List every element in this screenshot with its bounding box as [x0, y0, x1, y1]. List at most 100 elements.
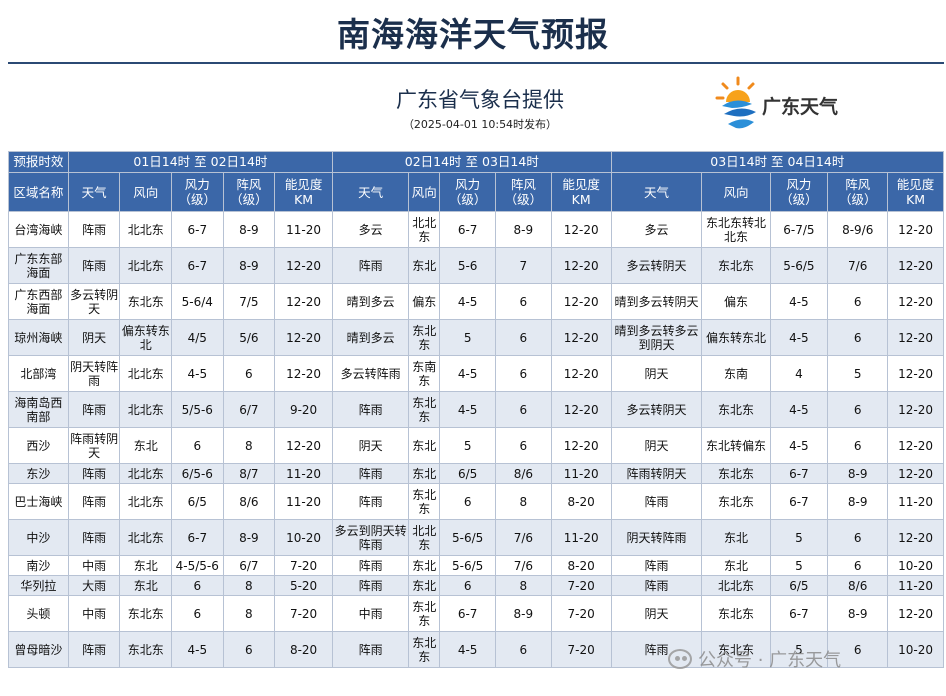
wind-direction-cell: 北北东 [119, 483, 172, 520]
wind-direction-cell: 北北东 [119, 519, 172, 556]
wind-direction-cell: 东北东 [701, 463, 771, 484]
wind-direction-cell: 北北东 [119, 247, 172, 284]
weather-cell: 中雨 [67, 595, 121, 632]
wind-force-cell: 4-5 [171, 631, 224, 668]
wind-direction-cell: 东北 [701, 555, 771, 576]
table-row: 琼州海峡 阴天 偏东转东北 4/5 5/6 12-20 晴到多云 东北东 5 6 12-20 晴到多云… [8, 319, 944, 356]
visibility-cell: 12-20 [887, 319, 944, 356]
region-name: 头顿 [8, 595, 69, 632]
visibility-cell: 10-20 [887, 555, 944, 576]
gust-cell: 7/5 [222, 283, 276, 320]
wind-force-cell: 6/5-6 [171, 463, 224, 484]
visibility-cell: 12-20 [274, 247, 333, 284]
wind-direction-cell: 北北东 [119, 391, 172, 428]
wind-force-cell: 6-7 [769, 463, 829, 484]
region-name: 南沙 [8, 555, 69, 576]
wind-force-cell: 5 [439, 427, 496, 464]
wind-force-cell: 5-6/5 [439, 555, 496, 576]
visibility-cell: 12-20 [887, 595, 944, 632]
visibility-cell: 8-20 [550, 555, 612, 576]
region-name: 广东东部海面 [8, 247, 69, 284]
table-row: 北部湾 阴天转阵雨 北北东 4-5 6 12-20 多云转阵雨 东南东 4-5 6 12-20 阴天东… [8, 355, 944, 392]
table-row: 海南岛西南部 阵雨 北北东 5/5-6 6/7 9-20 阵雨 东北东 4-5 6 12-20 多云转… [8, 391, 944, 428]
weather-cell: 多云转阴天 [610, 391, 703, 428]
column-header: 阵风 （级） [827, 172, 889, 212]
guangdong-weather-logo-icon [715, 76, 756, 129]
wind-force-cell: 4 [769, 355, 829, 392]
visibility-cell: 10-20 [887, 631, 944, 668]
wind-direction-cell: 东北东 [119, 283, 172, 320]
gust-cell: 8/6 [222, 483, 276, 520]
visibility-cell: 11-20 [550, 519, 612, 556]
weather-cell: 晴到多云 [331, 319, 410, 356]
visibility-cell: 10-20 [274, 519, 333, 556]
wind-direction-cell: 北北东 [119, 211, 172, 248]
wind-force-cell: 5-6/4 [171, 283, 224, 320]
gust-cell: 6 [827, 519, 889, 556]
wind-force-cell: 5-6/5 [769, 247, 829, 284]
visibility-cell: 12-20 [550, 211, 612, 248]
region-name: 海南岛西南部 [8, 391, 69, 428]
publish-time: （2025-04-01 10:54时发布） [402, 118, 558, 131]
visibility-cell: 12-20 [887, 355, 944, 392]
wind-force-cell: 6/5 [439, 463, 496, 484]
wind-force-cell: 4-5 [171, 355, 224, 392]
wind-force-cell: 6-7 [439, 211, 496, 248]
weather-cell: 晴到多云转阴天 [610, 283, 703, 320]
gust-cell: 8/6 [495, 463, 552, 484]
weather-cell: 阵雨 [67, 519, 121, 556]
weather-cell: 阴天转阵雨 [610, 519, 703, 556]
column-header: 阵风 （级） [222, 172, 276, 212]
weather-cell: 阵雨转阴天 [610, 463, 703, 484]
weather-cell: 阵雨 [610, 575, 703, 596]
gust-cell: 6 [827, 555, 889, 576]
wind-direction-cell: 偏东转东北 [119, 319, 172, 356]
wind-force-cell: 6-7 [769, 483, 829, 520]
gust-cell: 8 [495, 483, 552, 520]
gust-cell: 6 [495, 391, 552, 428]
wind-direction-cell: 东北东 [701, 483, 771, 520]
column-header: 风向 [701, 172, 771, 212]
wind-force-cell: 5 [439, 319, 496, 356]
gust-cell: 8-9 [222, 519, 276, 556]
visibility-cell: 12-20 [887, 211, 944, 248]
visibility-cell: 8-20 [550, 483, 612, 520]
wind-direction-cell: 东北 [408, 427, 441, 464]
table-row: 广东西部海面 多云转阴天 东北东 5-6/4 7/5 12-20 晴到多云 偏东 4-5 6 12-… [8, 283, 944, 320]
visibility-cell: 12-20 [887, 391, 944, 428]
table-row: 中沙 阵雨 北北东 6-7 8-9 10-20 多云到阴天转阵雨 北北东 5-6/5 7/6 11-… [8, 519, 944, 556]
gust-cell: 5 [827, 355, 889, 392]
gust-cell: 8-9 [827, 595, 889, 632]
column-header: 能见度 KM [887, 172, 944, 212]
wind-force-cell: 6 [439, 575, 496, 596]
gust-cell: 8-9 [827, 463, 889, 484]
wind-direction-cell: 北北东 [701, 575, 771, 596]
watermark-text: 公众号 · 广东天气 [698, 650, 842, 671]
wind-force-cell: 5 [769, 519, 829, 556]
wind-direction-cell: 东北东 [701, 595, 771, 632]
wind-force-cell: 4-5 [769, 391, 829, 428]
corner-header: 预报时效 [8, 151, 69, 173]
weather-cell: 阴天转阵雨 [67, 355, 121, 392]
wind-force-cell: 5/5-6 [171, 391, 224, 428]
wind-direction-cell: 北北东 [408, 519, 441, 556]
gust-cell: 8 [222, 427, 276, 464]
wind-direction-cell: 偏东 [408, 283, 441, 320]
logo-text: 广东天气 [762, 96, 839, 118]
visibility-cell: 11-20 [887, 575, 944, 596]
weather-cell: 阵雨 [331, 575, 410, 596]
visibility-cell: 11-20 [274, 211, 333, 248]
wind-direction-cell: 北北东 [119, 463, 172, 484]
gust-cell: 6/7 [222, 555, 276, 576]
wind-force-cell: 6-7 [769, 595, 829, 632]
wind-force-cell: 5 [769, 555, 829, 576]
visibility-cell: 12-20 [274, 427, 333, 464]
gust-cell: 8-9/6 [827, 211, 889, 248]
weather-cell: 大雨 [67, 575, 121, 596]
wind-direction-cell: 东北东转北北东 [701, 211, 771, 248]
wind-force-cell: 6-7 [171, 211, 224, 248]
region-name: 曾母暗沙 [8, 631, 69, 668]
region-column-header: 区域名称 [8, 172, 69, 212]
weather-cell: 阴天 [610, 595, 703, 632]
visibility-cell: 12-20 [887, 247, 944, 284]
